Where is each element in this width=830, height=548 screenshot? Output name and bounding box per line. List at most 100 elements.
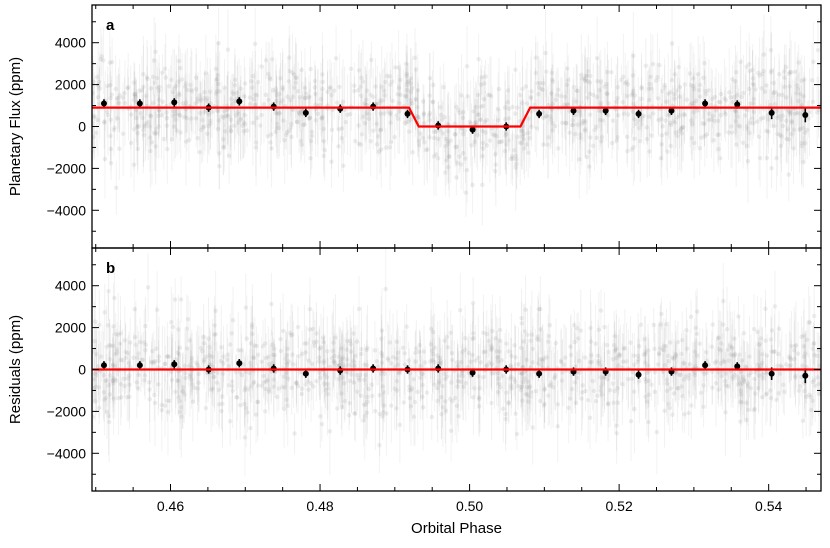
raw-point bbox=[632, 117, 637, 122]
raw-point bbox=[259, 359, 264, 364]
raw-point bbox=[215, 370, 220, 376]
raw-point bbox=[443, 376, 448, 382]
raw-point bbox=[189, 355, 195, 361]
raw-point bbox=[173, 83, 179, 89]
raw-point bbox=[636, 343, 642, 349]
raw-point bbox=[799, 140, 804, 146]
raw-point bbox=[788, 70, 794, 75]
raw-point bbox=[723, 410, 728, 415]
raw-point bbox=[537, 398, 543, 404]
raw-point bbox=[266, 71, 271, 77]
raw-point bbox=[383, 145, 389, 150]
raw-point bbox=[308, 381, 314, 386]
raw-point bbox=[793, 111, 798, 116]
raw-point bbox=[212, 332, 217, 337]
raw-point bbox=[197, 110, 203, 116]
raw-point bbox=[206, 336, 211, 341]
raw-point bbox=[125, 350, 130, 356]
axis-ticks bbox=[92, 248, 821, 491]
raw-point bbox=[568, 352, 574, 358]
raw-point bbox=[336, 376, 341, 382]
raw-point bbox=[278, 336, 283, 342]
raw-point bbox=[807, 109, 812, 115]
raw-point bbox=[297, 112, 303, 117]
raw-point bbox=[395, 362, 400, 367]
raw-point bbox=[318, 97, 324, 102]
raw-point bbox=[741, 379, 747, 384]
raw-point bbox=[787, 69, 793, 75]
raw-point bbox=[420, 99, 426, 104]
raw-point bbox=[774, 109, 779, 114]
raw-point bbox=[180, 384, 186, 390]
raw-point bbox=[514, 157, 519, 162]
raw-point bbox=[387, 74, 393, 79]
raw-point bbox=[567, 130, 572, 135]
raw-point bbox=[263, 409, 268, 414]
raw-point bbox=[722, 359, 727, 365]
raw-point bbox=[672, 120, 678, 125]
raw-point bbox=[692, 100, 697, 106]
raw-point bbox=[321, 360, 326, 365]
raw-point bbox=[148, 148, 153, 154]
raw-point bbox=[523, 391, 529, 397]
raw-point bbox=[483, 130, 488, 135]
raw-point bbox=[598, 101, 603, 106]
raw-point bbox=[343, 119, 348, 125]
raw-point bbox=[728, 124, 734, 129]
raw-point bbox=[412, 350, 418, 356]
raw-point bbox=[639, 84, 644, 90]
raw-point bbox=[229, 96, 234, 102]
raw-point bbox=[108, 343, 113, 348]
raw-point bbox=[582, 120, 587, 126]
raw-point bbox=[550, 79, 556, 84]
raw-point bbox=[611, 343, 617, 348]
raw-point bbox=[339, 126, 345, 131]
raw-point bbox=[733, 142, 739, 147]
raw-point bbox=[448, 428, 454, 433]
raw-point bbox=[804, 127, 810, 133]
raw-point bbox=[92, 377, 97, 382]
raw-point bbox=[532, 102, 537, 108]
raw-point bbox=[470, 336, 475, 342]
raw-point bbox=[495, 107, 501, 112]
raw-point bbox=[385, 109, 391, 114]
raw-point bbox=[445, 129, 451, 134]
raw-point bbox=[708, 103, 714, 108]
raw-point bbox=[712, 94, 718, 100]
raw-point bbox=[108, 95, 113, 101]
raw-point bbox=[477, 386, 483, 391]
raw-point bbox=[578, 132, 583, 137]
raw-point bbox=[602, 375, 607, 380]
raw-point bbox=[385, 356, 390, 361]
raw-point bbox=[751, 82, 757, 88]
raw-point bbox=[704, 370, 709, 375]
raw-point bbox=[118, 331, 123, 336]
raw-point bbox=[756, 134, 762, 140]
raw-point bbox=[764, 83, 769, 88]
raw-point bbox=[147, 124, 152, 129]
raw-point bbox=[603, 81, 609, 87]
raw-point bbox=[351, 360, 357, 365]
raw-point bbox=[364, 410, 369, 415]
raw-point bbox=[750, 76, 755, 81]
raw-point bbox=[666, 113, 671, 118]
raw-point bbox=[261, 101, 267, 107]
raw-point bbox=[679, 351, 684, 357]
raw-point bbox=[680, 338, 685, 343]
raw-point bbox=[741, 331, 747, 336]
raw-point bbox=[411, 377, 416, 382]
raw-point bbox=[414, 113, 420, 119]
raw-point bbox=[320, 86, 325, 92]
raw-point bbox=[156, 354, 162, 359]
raw-point bbox=[336, 354, 342, 359]
raw-point bbox=[404, 324, 409, 329]
raw-point bbox=[476, 112, 481, 118]
raw-point bbox=[704, 91, 709, 97]
raw-point bbox=[442, 399, 448, 404]
raw-point bbox=[425, 147, 430, 152]
raw-point bbox=[294, 119, 300, 125]
raw-point bbox=[380, 98, 385, 103]
raw-point bbox=[533, 107, 538, 113]
raw-point bbox=[291, 72, 297, 77]
raw-point bbox=[470, 352, 475, 358]
